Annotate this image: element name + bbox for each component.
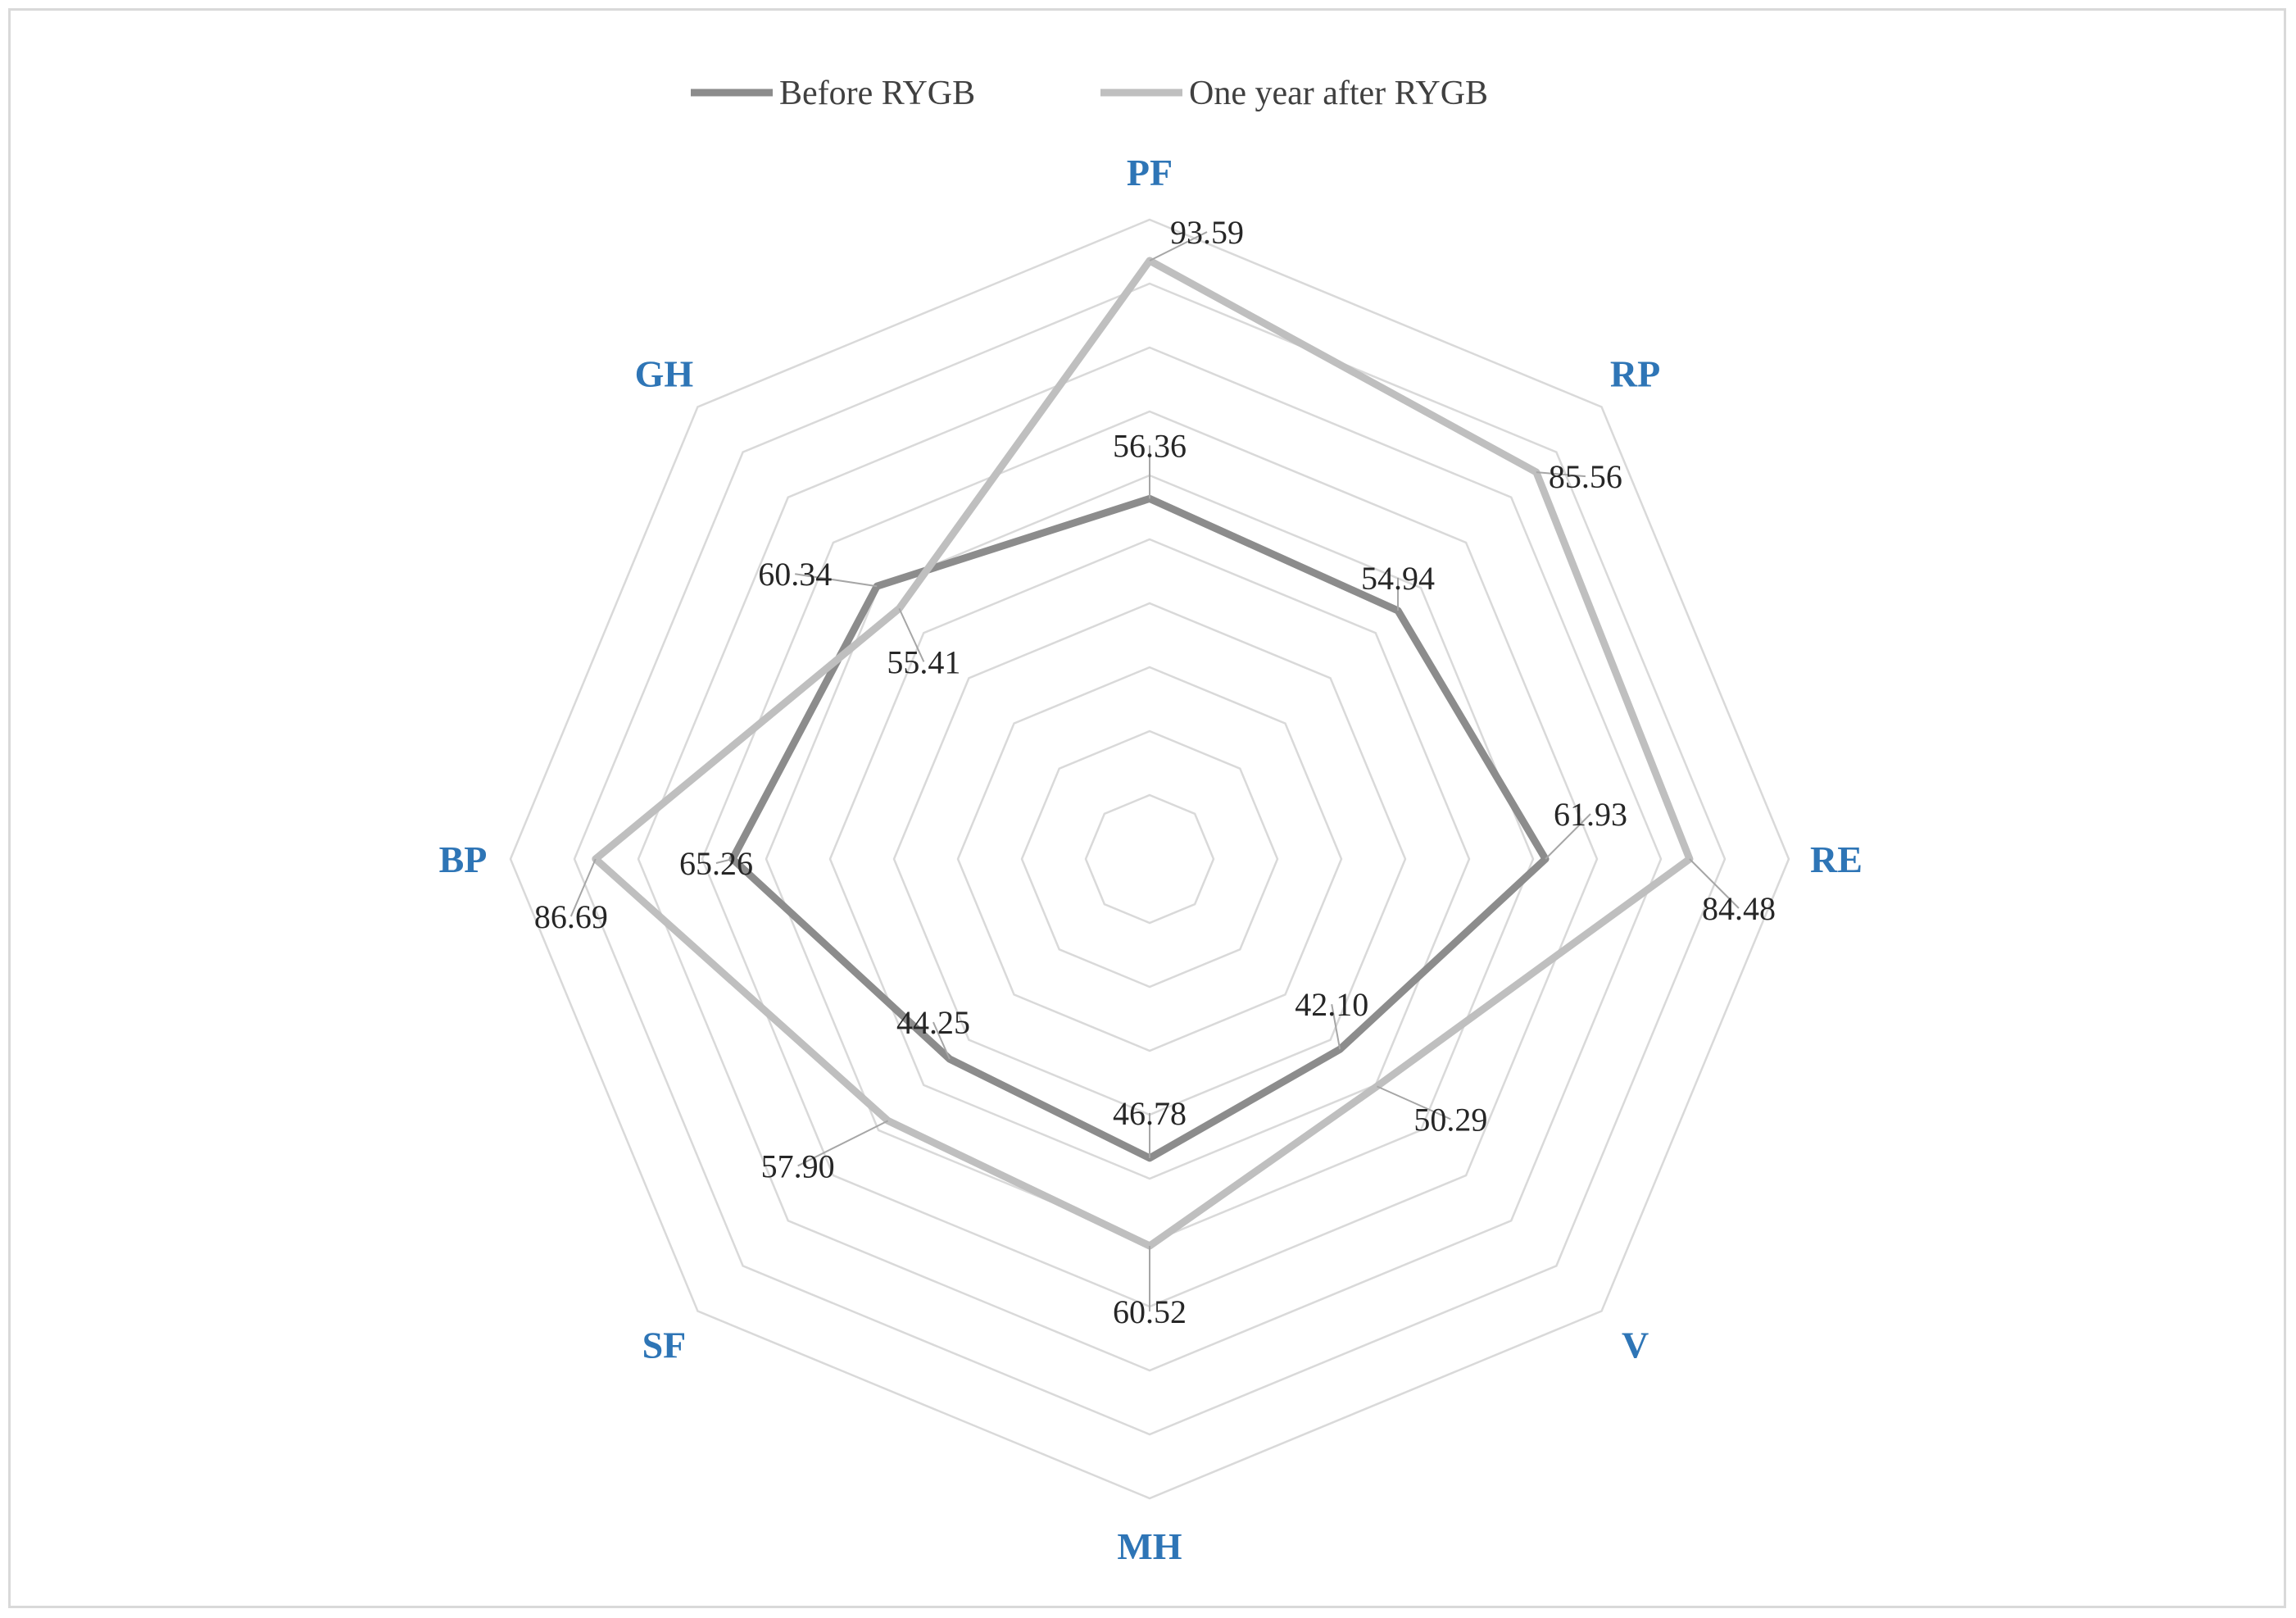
axis-label-gh: GH <box>635 352 694 394</box>
data-label-1-5: 57.90 <box>761 1148 835 1184</box>
leader-line <box>795 573 878 588</box>
grid-ring <box>956 666 1343 1052</box>
axis-labels: PF RP RE V MH SF BP GH <box>439 152 1863 1567</box>
leader-line <box>797 1120 889 1167</box>
data-label-1-1: 85.56 <box>1549 458 1622 495</box>
leader-line <box>1149 231 1208 261</box>
data-label-0-6: 65.26 <box>679 845 753 882</box>
data-label-0-4: 46.78 <box>1113 1095 1187 1132</box>
axis-label-rp: RP <box>1610 352 1660 394</box>
leader-line <box>932 1021 951 1060</box>
data-label-1-4: 60.52 <box>1113 1293 1187 1330</box>
leader-line <box>898 607 925 662</box>
legend-label-0: Before RYGB <box>779 75 975 112</box>
leader-line <box>569 858 597 917</box>
legend-label-1: One year after RYGB <box>1189 75 1488 112</box>
legend: Before RYGB One year after RYGB <box>691 75 1488 112</box>
data-label-0-3: 42.10 <box>1295 986 1368 1023</box>
data-label-1-7: 55.41 <box>887 643 960 680</box>
grid-ring <box>573 282 1727 1436</box>
axis-label-pf: PF <box>1127 152 1173 193</box>
data-label-0-5: 44.25 <box>896 1004 970 1041</box>
data-label-1-6: 86.69 <box>534 898 608 935</box>
leader-line <box>1331 1004 1341 1050</box>
series-line-0 <box>728 494 1550 1162</box>
data-label-1-0: 93.59 <box>1170 214 1244 251</box>
leader-line <box>1376 1085 1451 1120</box>
grid-ring <box>701 410 1599 1308</box>
leader-line <box>1689 858 1740 909</box>
grid-ring <box>509 218 1790 1500</box>
leader-line <box>1545 813 1591 860</box>
data-label-0-7: 60.34 <box>758 556 832 593</box>
axis-label-mh: MH <box>1117 1525 1182 1567</box>
data-label-1-2: 84.48 <box>1702 890 1776 927</box>
leader-line <box>715 858 733 864</box>
axis-label-re: RE <box>1810 839 1863 880</box>
data-labels: 56.36 54.94 61.93 42.10 46.78 44.25 65.26 60.34… <box>534 214 1776 1330</box>
axis-label-v: V <box>1622 1325 1649 1366</box>
grid-ring <box>828 538 1471 1180</box>
grid-ring <box>892 602 1407 1116</box>
radar-chart: Before RYGB One year after RYGB PF RP RE V MH… <box>439 75 1863 1567</box>
axis-label-sf: SF <box>642 1325 687 1366</box>
grid-ring <box>1084 793 1215 925</box>
data-label-1-3: 50.29 <box>1413 1101 1487 1138</box>
grid-ring <box>637 346 1663 1372</box>
grid-ring <box>1020 729 1279 989</box>
chart-frame: Before RYGB One year after RYGB PF RP RE V MH… <box>8 8 2286 1608</box>
data-label-0-2: 61.93 <box>1554 796 1627 833</box>
leader-line <box>1536 471 1586 478</box>
data-label-0-1: 54.94 <box>1361 560 1435 597</box>
data-label-0-0: 56.36 <box>1113 427 1187 464</box>
axis-label-bp: BP <box>439 839 488 880</box>
